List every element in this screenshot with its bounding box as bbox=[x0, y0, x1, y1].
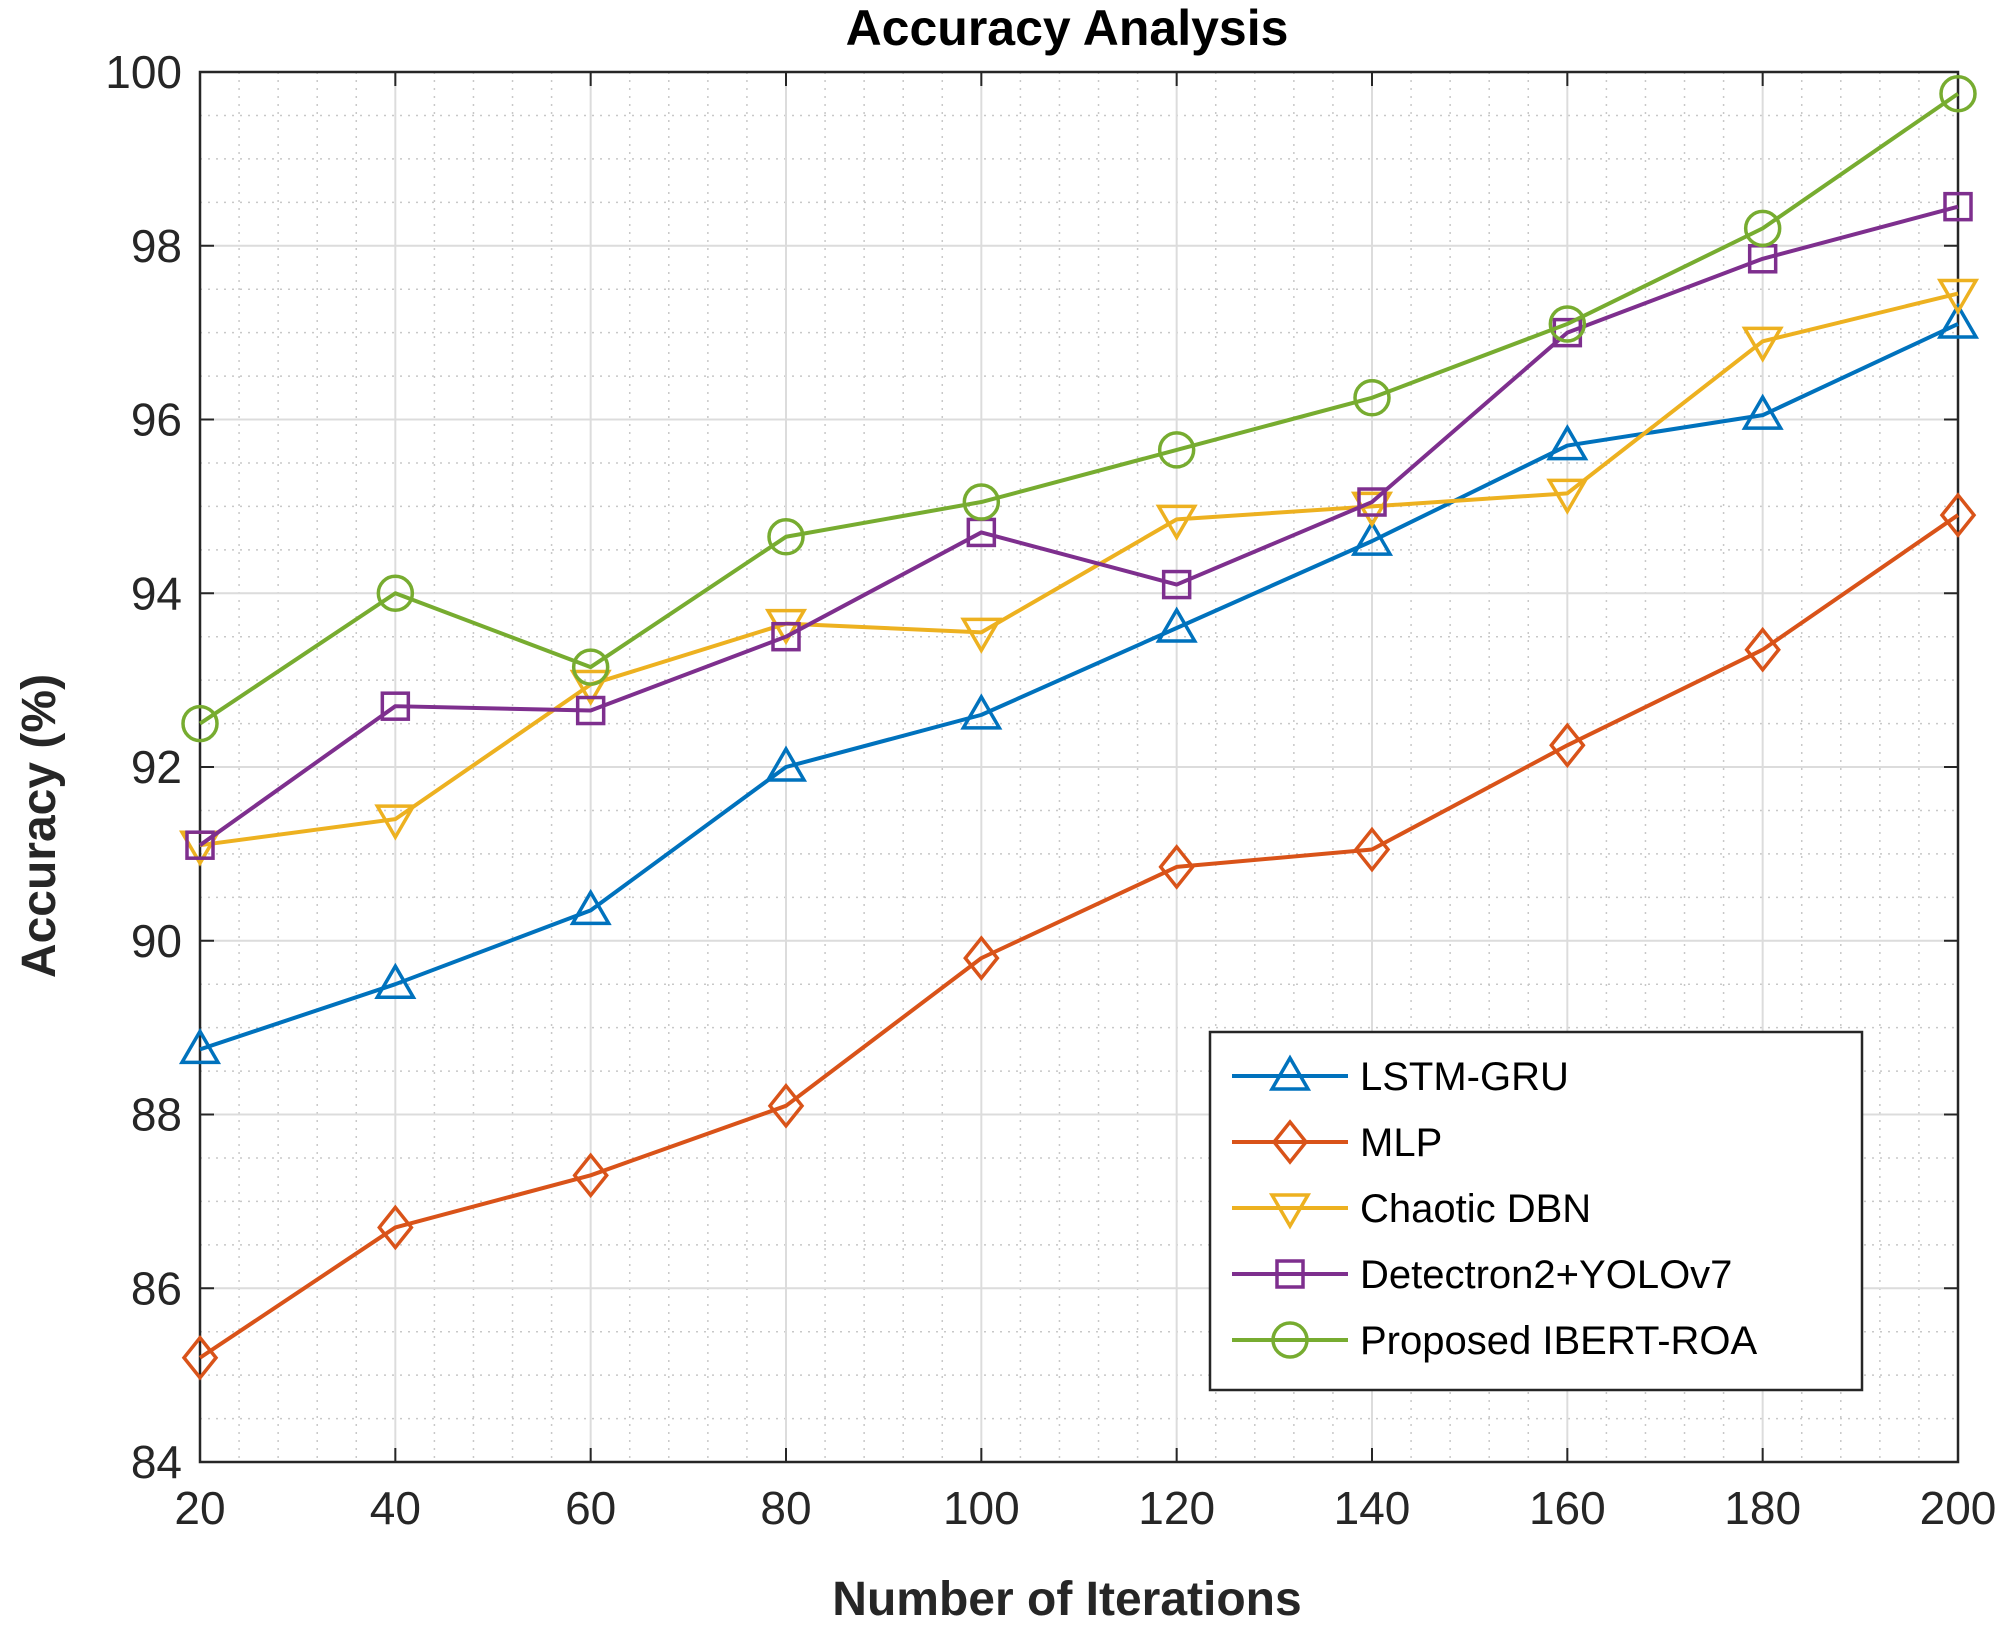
data-point-detectron2-yolov7 bbox=[1943, 191, 1973, 222]
data-point-chaotic-dbn bbox=[1350, 491, 1394, 528]
data-point-mlp bbox=[1939, 492, 1977, 538]
data-point-lstm-gru bbox=[764, 745, 808, 782]
y-tick-label: 92 bbox=[131, 741, 182, 793]
data-point-proposed-ibert-roa bbox=[962, 483, 1001, 521]
y-tick-label: 88 bbox=[131, 1089, 182, 1141]
data-point-detectron2-yolov7 bbox=[771, 621, 801, 652]
series-line-chaotic-dbn bbox=[199, 291, 1959, 848]
legend-item-mlp: MLP bbox=[1232, 1119, 1442, 1165]
data-point-lstm-gru bbox=[1936, 302, 1980, 339]
legend-marker bbox=[1271, 1119, 1309, 1165]
y-axis-label: Accuracy (%) bbox=[13, 674, 66, 978]
data-point-detectron2-yolov7 bbox=[185, 830, 215, 860]
data-point-lstm-gru bbox=[960, 693, 1003, 730]
data-point-mlp bbox=[1744, 626, 1781, 673]
data-point-proposed-ibert-roa bbox=[1353, 379, 1391, 417]
data-point-mlp bbox=[1158, 844, 1195, 890]
data-point-lstm-gru bbox=[569, 888, 612, 926]
data-point-detectron2-yolov7 bbox=[575, 695, 606, 726]
data-point-chaotic-dbn bbox=[374, 804, 417, 841]
data-point-lstm-gru bbox=[1155, 606, 1198, 643]
data-point-chaotic-dbn bbox=[1741, 326, 1784, 363]
legend-label: Detectron2+YOLOv7 bbox=[1360, 1253, 1732, 1297]
data-point-lstm-gru bbox=[374, 962, 417, 999]
legend-marker bbox=[1268, 1054, 1312, 1091]
legend-item-detectron2-yolov7: Detectron2+YOLOv7 bbox=[1232, 1253, 1732, 1297]
legend-marker bbox=[1271, 1321, 1309, 1359]
chart-title: Accuracy Analysis bbox=[846, 0, 1289, 56]
data-point-mlp bbox=[181, 1334, 219, 1381]
series-line-proposed-ibert-roa bbox=[198, 92, 1960, 726]
data-point-mlp bbox=[572, 1152, 609, 1199]
data-point-proposed-ibert-roa bbox=[376, 574, 415, 612]
data-point-lstm-gru bbox=[1350, 519, 1394, 556]
x-tick-label: 60 bbox=[565, 1482, 616, 1534]
data-point-chaotic-dbn bbox=[1546, 478, 1589, 515]
data-point-proposed-ibert-roa bbox=[1743, 209, 1782, 248]
legend-item-chaotic-dbn: Chaotic DBN bbox=[1232, 1187, 1591, 1231]
x-tick-label: 80 bbox=[760, 1482, 811, 1534]
x-tick-label: 180 bbox=[1724, 1482, 1801, 1534]
x-tick-label: 200 bbox=[1920, 1482, 1997, 1534]
data-point-proposed-ibert-roa bbox=[571, 648, 610, 686]
x-tick-label: 120 bbox=[1138, 1482, 1215, 1534]
legend-label: MLP bbox=[1360, 1121, 1442, 1165]
legend-label: Proposed IBERT-ROA bbox=[1360, 1319, 1758, 1363]
data-point-mlp bbox=[767, 1083, 805, 1129]
data-point-chaotic-dbn bbox=[569, 669, 612, 706]
x-axis-label: Number of Iterations bbox=[832, 1573, 1301, 1626]
series-proposed-ibert-roa bbox=[181, 74, 1977, 743]
data-point-detectron2-yolov7 bbox=[1357, 487, 1387, 517]
data-point-lstm-gru bbox=[1741, 393, 1784, 430]
y-tick-label: 84 bbox=[131, 1436, 182, 1488]
data-point-chaotic-dbn bbox=[764, 608, 808, 646]
data-point-mlp bbox=[377, 1204, 414, 1251]
data-point-lstm-gru bbox=[1546, 424, 1589, 461]
legend-box bbox=[1208, 1030, 1864, 1392]
data-point-detectron2-yolov7 bbox=[380, 691, 411, 721]
y-tick-label: 98 bbox=[131, 220, 182, 272]
series-layer bbox=[178, 74, 1980, 1381]
data-point-lstm-gru bbox=[178, 1027, 222, 1065]
y-tick-label: 86 bbox=[131, 1262, 182, 1314]
data-point-chaotic-dbn bbox=[960, 617, 1003, 654]
y-tick-label: 96 bbox=[131, 394, 182, 446]
data-point-proposed-ibert-roa bbox=[767, 518, 805, 556]
x-tick-label: 140 bbox=[1334, 1482, 1411, 1534]
legend-marker bbox=[1268, 1193, 1312, 1230]
axis-ticks: 20 40 60 80 100 120 140 160 180 200 84 86 88 90 92 94 96… bbox=[105, 46, 1996, 1534]
legend-marker bbox=[1275, 1259, 1305, 1289]
legend-item-lstm-gru: LSTM-GRU bbox=[1232, 1054, 1569, 1099]
data-point-proposed-ibert-roa bbox=[1548, 305, 1587, 343]
series-lstm-gru bbox=[178, 302, 1980, 1065]
legend-label: LSTM-GRU bbox=[1360, 1055, 1569, 1099]
series-mlp bbox=[181, 492, 1977, 1381]
data-point-detectron2-yolov7 bbox=[1161, 569, 1192, 600]
x-tick-label: 100 bbox=[943, 1482, 1020, 1534]
y-tick-label: 100 bbox=[105, 46, 182, 98]
series-line-mlp bbox=[198, 513, 1960, 1360]
y-tick-label: 94 bbox=[131, 567, 182, 619]
legend-item-proposed-ibert-roa: Proposed IBERT-ROA bbox=[1232, 1319, 1758, 1363]
x-tick-label: 40 bbox=[370, 1482, 421, 1534]
data-point-proposed-ibert-roa bbox=[1939, 74, 1977, 113]
data-point-mlp bbox=[963, 935, 1000, 981]
data-point-chaotic-dbn bbox=[1936, 278, 1980, 316]
x-tick-label: 20 bbox=[174, 1482, 225, 1534]
data-point-proposed-ibert-roa bbox=[181, 704, 219, 743]
data-point-mlp bbox=[1549, 722, 1586, 769]
series-detectron2-yolov7 bbox=[185, 191, 1973, 860]
legend-label: Chaotic DBN bbox=[1360, 1187, 1591, 1231]
series-chaotic-dbn bbox=[178, 278, 1980, 867]
legend: LSTM-GRU MLP Chaotic DBN Detectron2+YOLOv7 P… bbox=[1208, 1030, 1864, 1392]
data-point-proposed-ibert-roa bbox=[1157, 431, 1196, 469]
series-line-lstm-gru bbox=[199, 322, 1959, 1052]
series-line-detectron2-yolov7 bbox=[198, 204, 1959, 847]
x-tick-label: 160 bbox=[1529, 1482, 1606, 1534]
y-tick-label: 90 bbox=[131, 915, 182, 967]
data-point-chaotic-dbn bbox=[1155, 504, 1198, 541]
data-point-mlp bbox=[1353, 826, 1391, 873]
